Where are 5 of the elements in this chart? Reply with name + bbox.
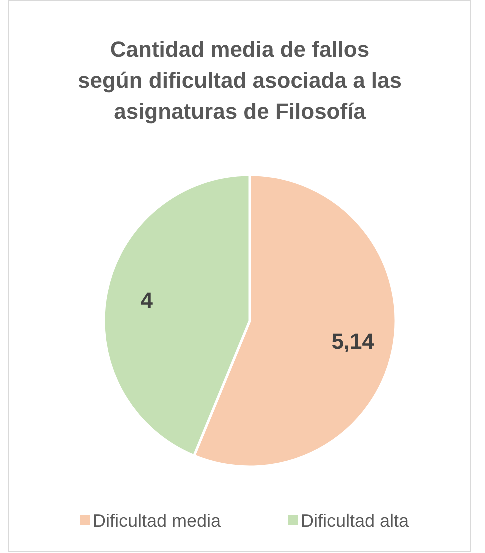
chart-title: Cantidad media de fallos según dificultad asociada a las asignaturas de Filosofía [78,37,402,124]
data-label: 4 [140,288,154,314]
data-label: 5,14 [332,328,376,354]
legend-label: Dificultad alta [301,511,410,531]
legend-label: Dificultad media [93,511,222,531]
